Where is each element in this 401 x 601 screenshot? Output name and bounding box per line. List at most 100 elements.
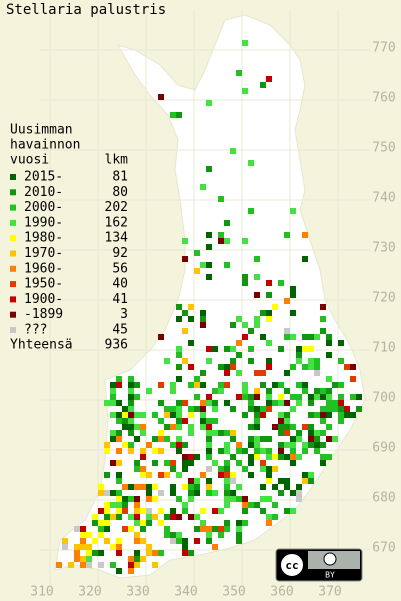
observation-square — [242, 322, 248, 328]
observation-square — [182, 328, 188, 334]
observation-square — [260, 484, 266, 490]
observation-square — [248, 208, 254, 214]
observation-square — [296, 490, 302, 496]
y-tick-label: 710 — [372, 341, 395, 356]
observation-square — [158, 418, 164, 424]
observation-square — [296, 484, 302, 490]
observation-square — [170, 388, 176, 394]
observation-square — [206, 532, 212, 538]
observation-square — [290, 508, 296, 514]
observation-square — [116, 514, 122, 520]
observation-square — [128, 424, 134, 430]
observation-square — [134, 556, 140, 562]
observation-square — [338, 382, 344, 388]
observation-square — [242, 388, 248, 394]
legend-label: 2015- — [24, 170, 63, 185]
observation-square — [104, 538, 110, 544]
observation-square — [266, 472, 272, 478]
observation-square — [302, 256, 308, 262]
observation-square — [224, 220, 230, 226]
observation-square — [176, 376, 182, 382]
observation-square — [134, 484, 140, 490]
observation-square — [182, 538, 188, 544]
observation-square — [314, 358, 320, 364]
observation-square — [200, 370, 206, 376]
observation-square — [128, 568, 134, 574]
observation-square — [110, 400, 116, 406]
observation-square — [266, 496, 272, 502]
legend-label: 1960- — [24, 261, 63, 276]
observation-square — [284, 412, 290, 418]
observation-square — [320, 304, 326, 310]
observation-square — [146, 484, 152, 490]
y-tick-label: 770 — [372, 41, 395, 56]
observation-square — [350, 412, 356, 418]
observation-square — [290, 208, 296, 214]
observation-square — [158, 520, 164, 526]
observation-square — [128, 496, 134, 502]
observation-square — [80, 526, 86, 532]
legend-count-header: lkm — [105, 153, 129, 168]
observations — [56, 40, 362, 574]
observation-square — [134, 394, 140, 400]
observation-square — [230, 406, 236, 412]
observation-square — [158, 448, 164, 454]
observation-square — [200, 418, 206, 424]
observation-square — [278, 430, 284, 436]
legend-label: ??? — [24, 323, 47, 338]
observation-square — [200, 316, 206, 322]
observation-square — [212, 526, 218, 532]
observation-square — [176, 418, 182, 424]
observation-square — [350, 394, 356, 400]
observation-square — [110, 388, 116, 394]
observation-square — [92, 520, 98, 526]
observation-square — [248, 436, 254, 442]
observation-square — [134, 424, 140, 430]
observation-square — [332, 382, 338, 388]
observation-square — [320, 328, 326, 334]
observation-square — [110, 562, 116, 568]
observation-square — [212, 460, 218, 466]
observation-square — [182, 502, 188, 508]
observation-square — [134, 460, 140, 466]
observation-square — [170, 382, 176, 388]
observation-square — [266, 340, 272, 346]
observation-square — [206, 100, 212, 106]
observation-square — [224, 400, 230, 406]
legend-swatch — [10, 327, 16, 333]
observation-square — [140, 556, 146, 562]
observation-square — [284, 430, 290, 436]
observation-square — [224, 502, 230, 508]
observation-square — [140, 484, 146, 490]
observation-square — [314, 412, 320, 418]
observation-square — [116, 412, 122, 418]
observation-square — [182, 238, 188, 244]
observation-square — [164, 526, 170, 532]
observation-square — [146, 490, 152, 496]
observation-square — [116, 496, 122, 502]
observation-square — [290, 334, 296, 340]
observation-square — [194, 514, 200, 520]
observation-square — [194, 484, 200, 490]
legend-label: 1900- — [24, 292, 63, 307]
observation-square — [146, 544, 152, 550]
observation-square — [236, 442, 242, 448]
observation-square — [284, 454, 290, 460]
observation-square — [224, 442, 230, 448]
observation-square — [188, 490, 194, 496]
legend-count: 40 — [112, 277, 128, 292]
observation-square — [176, 436, 182, 442]
observation-square — [266, 466, 272, 472]
observation-square — [188, 304, 194, 310]
observation-square — [206, 418, 212, 424]
observation-square — [86, 562, 92, 568]
observation-square — [200, 400, 206, 406]
observation-square — [218, 430, 224, 436]
observation-square — [254, 454, 260, 460]
observation-square — [236, 370, 242, 376]
observation-square — [170, 514, 176, 520]
observation-square — [98, 550, 104, 556]
observation-square — [158, 382, 164, 388]
legend-swatch — [10, 174, 16, 180]
observation-square — [254, 316, 260, 322]
